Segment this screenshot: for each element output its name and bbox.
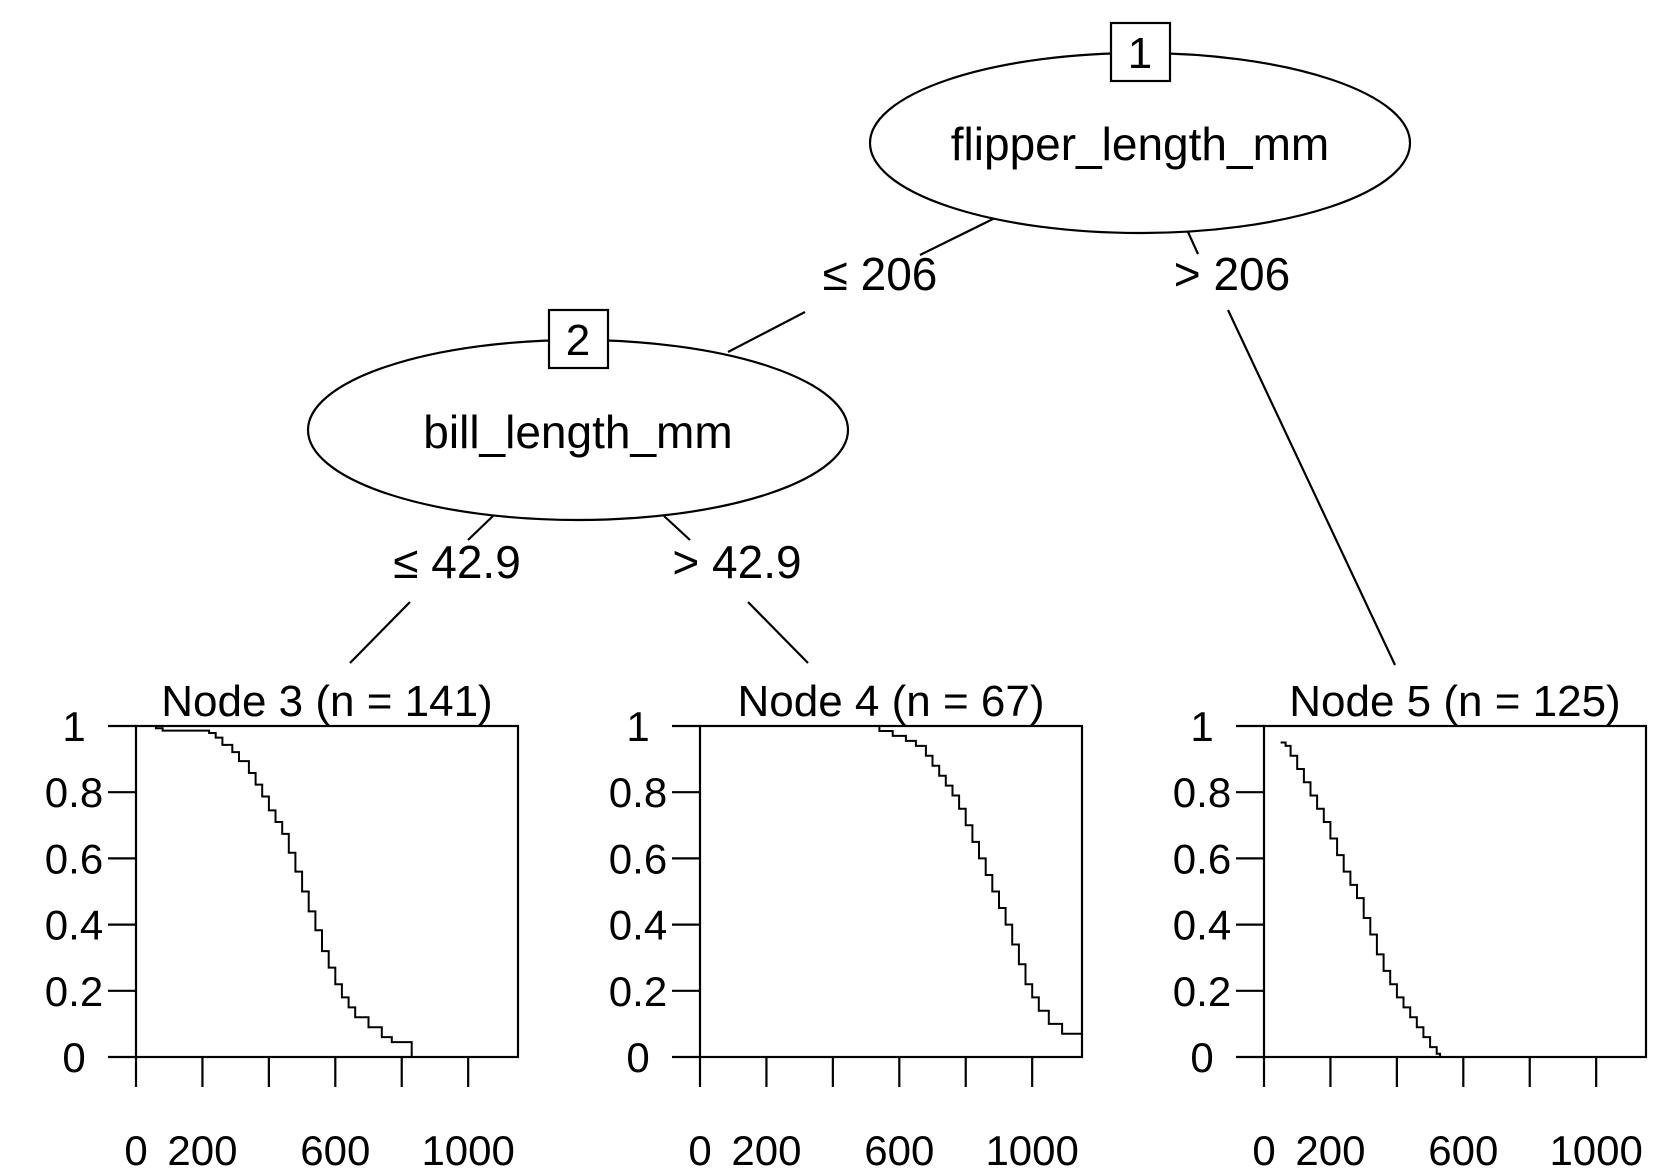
tree-edges: [349, 217, 1396, 666]
terminal-node-4-panel: Node 4 (n = 67) 0 0.2 0.4 0.6 0.8 1 0 200 600 1000: [609, 677, 1084, 1169]
node-id-label: 1: [1128, 29, 1152, 78]
y-tick-label: 0.4: [1173, 902, 1231, 949]
y-tick-label: 0.8: [1173, 769, 1231, 816]
survival-curve: [866, 725, 1082, 1035]
survival-curve: [1280, 741, 1442, 1057]
x-tick-label: 0: [1252, 1127, 1275, 1169]
plot-frame: [698, 724, 1084, 1059]
y-tick-label: 0.2: [609, 968, 667, 1015]
x-tick-label: 200: [731, 1127, 801, 1169]
y-tick-label: 0: [1190, 1034, 1213, 1081]
inner-node-2: 2 bill_length_mm: [306, 308, 850, 522]
panel-title: Node 5 (n = 125): [1289, 677, 1620, 726]
y-tick-label: 0.2: [45, 968, 103, 1015]
y-tick-label: 0.8: [45, 769, 103, 816]
node-id-box: [1109, 21, 1172, 83]
y-tick-label: 0.6: [45, 835, 103, 882]
y-tick-label: 0.4: [45, 902, 103, 949]
y-tick-label: 1: [1190, 703, 1213, 750]
edge-label-2-3: ≤ 42.9: [393, 536, 521, 588]
plot-frame: [1262, 724, 1648, 1059]
x-tick-label: 200: [167, 1127, 237, 1169]
edge-label-1-2: ≤ 206: [823, 248, 938, 300]
survival-curve: [150, 725, 413, 1057]
x-tick-label: 1000: [421, 1127, 514, 1169]
edge-1-to-2-upper: [919, 217, 996, 256]
y-tick-label: 0.6: [1173, 835, 1231, 882]
edge-2-to-4-lower: [747, 601, 809, 664]
x-tick-label: 600: [300, 1127, 370, 1169]
edge-1-to-5-lower: [1227, 309, 1396, 666]
x-tick-label: 1000: [1549, 1127, 1642, 1169]
x-tick-label: 600: [864, 1127, 934, 1169]
y-tick-label: 0: [626, 1034, 649, 1081]
edge-label-2-4: > 42.9: [672, 536, 801, 588]
x-tick-label: 1000: [985, 1127, 1078, 1169]
panel-title: Node 3 (n = 141): [161, 677, 492, 726]
y-tick-label: 0: [62, 1034, 85, 1081]
edge-label-1-5: > 206: [1174, 248, 1290, 300]
x-tick-label: 200: [1295, 1127, 1365, 1169]
edge-1-to-5-upper: [1186, 231, 1200, 255]
terminal-node-5-panel: Node 5 (n = 125) 0 0.2 0.4 0.6 0.8 1 0 200 600 100…: [1173, 677, 1648, 1169]
panel-title: Node 4 (n = 67): [738, 677, 1045, 726]
plot-frame: [134, 724, 520, 1059]
x-tick-label: 0: [124, 1127, 147, 1169]
y-tick-label: 0.8: [609, 769, 667, 816]
inner-node-1: 1 flipper_length_mm: [868, 21, 1412, 235]
node-id-box: [547, 308, 610, 370]
y-tick-label: 1: [62, 703, 85, 750]
edge-labels: ≤ 206 > 206 ≤ 42.9 > 42.9: [393, 248, 1290, 588]
edge-2-to-3-upper: [467, 515, 494, 541]
node-variable-label: bill_length_mm: [423, 406, 732, 458]
y-tick-label: 0.2: [1173, 968, 1231, 1015]
y-tick-label: 1: [626, 703, 649, 750]
x-tick-label: 0: [688, 1127, 711, 1169]
node-variable-label: flipper_length_mm: [951, 118, 1329, 170]
edge-2-to-4-upper: [663, 515, 691, 541]
y-tick-label: 0.6: [609, 835, 667, 882]
y-tick-label: 0.4: [609, 902, 667, 949]
x-tick-label: 600: [1428, 1127, 1498, 1169]
node-id-label: 2: [566, 316, 590, 365]
edge-1-to-2-lower: [727, 311, 806, 353]
terminal-node-3-panel: Node 3 (n = 141) 0 0.2 0.4 0.6 0.8 1 0 200 600 100…: [45, 677, 520, 1169]
edge-2-to-3-lower: [349, 601, 411, 664]
